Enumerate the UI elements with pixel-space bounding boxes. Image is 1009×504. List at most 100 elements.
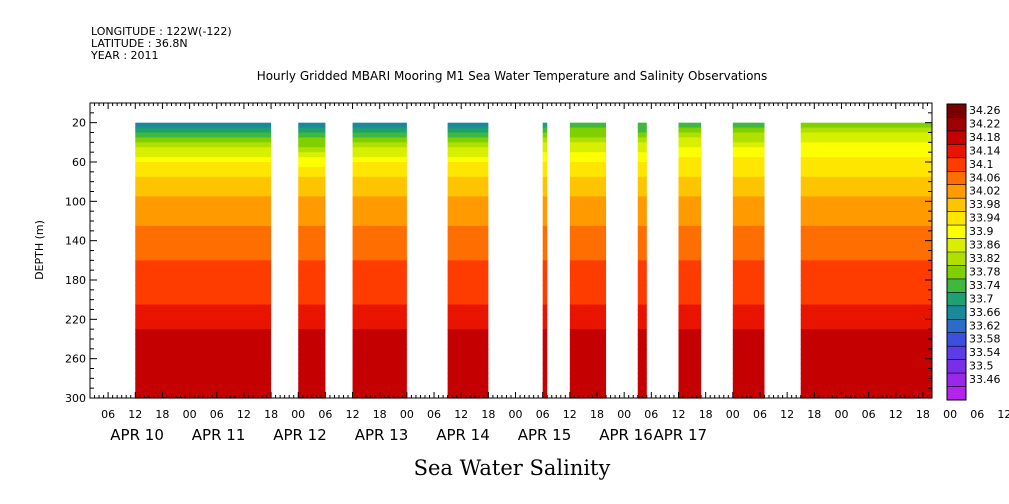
salinity-band (298, 309, 326, 316)
salinity-band (569, 240, 607, 247)
salinity-band (135, 314, 272, 320)
salinity-band (637, 245, 647, 252)
salinity-band (678, 127, 702, 134)
salinity-band (678, 142, 702, 148)
salinity-band (298, 230, 326, 237)
salinity-band (569, 348, 607, 355)
salinity-band (135, 245, 272, 252)
salinity-band (352, 186, 407, 193)
salinity-band (678, 378, 702, 384)
salinity-band (352, 206, 407, 212)
salinity-band (732, 275, 765, 281)
salinity-band (732, 142, 765, 148)
salinity-band (352, 211, 407, 217)
salinity-band (542, 260, 548, 266)
salinity-band (800, 348, 932, 355)
salinity-band (447, 353, 489, 360)
salinity-band (542, 147, 548, 153)
salinity-band (678, 388, 702, 394)
salinity-band (352, 275, 407, 281)
salinity-band (732, 363, 765, 370)
salinity-band (800, 329, 932, 335)
salinity-band (732, 339, 765, 345)
salinity-band (569, 339, 607, 345)
salinity-band (352, 250, 407, 257)
salinity-band (800, 280, 932, 286)
salinity-band (800, 324, 932, 330)
salinity-band (637, 211, 647, 217)
colorbar-label: 33.46 (969, 373, 1001, 386)
salinity-band (447, 122, 489, 129)
y-tick-label: 60 (72, 156, 86, 169)
salinity-band (678, 225, 702, 232)
salinity-band (800, 388, 932, 394)
salinity-band (135, 216, 272, 222)
colorbar-label: 33.58 (969, 333, 1001, 346)
salinity-band (678, 314, 702, 320)
salinity-band (800, 378, 932, 384)
salinity-band (352, 314, 407, 320)
salinity-band (800, 265, 932, 271)
x-date-label: APR 14 (436, 426, 490, 444)
x-tick-label: 00 (400, 408, 414, 421)
salinity-band (678, 304, 702, 311)
salinity-band (800, 137, 932, 143)
salinity-band (447, 270, 489, 276)
salinity-band (569, 196, 607, 202)
x-tick-label: 12 (672, 408, 686, 421)
salinity-band (732, 388, 765, 394)
salinity-band (447, 157, 489, 163)
salinity-band (298, 368, 326, 375)
salinity-band (569, 221, 607, 227)
salinity-band (135, 250, 272, 257)
salinity-band (447, 343, 489, 350)
salinity-band (298, 122, 326, 129)
salinity-band (542, 270, 548, 276)
salinity-band (352, 216, 407, 222)
salinity-band (569, 176, 607, 183)
salinity-band (298, 186, 326, 193)
x-tick-label: 06 (644, 408, 658, 421)
salinity-band (732, 201, 765, 207)
salinity-band (637, 275, 647, 281)
colorbar-swatch (947, 104, 966, 118)
salinity-band (678, 245, 702, 252)
salinity-band (800, 171, 932, 178)
salinity-band (732, 230, 765, 237)
salinity-band (135, 284, 272, 291)
salinity-band (569, 171, 607, 178)
salinity-band (637, 383, 647, 389)
salinity-band (637, 358, 647, 365)
y-tick-label: 220 (65, 313, 86, 326)
colorbar-swatch (947, 346, 966, 361)
salinity-band (678, 166, 702, 173)
salinity-band (135, 280, 272, 286)
salinity-band (678, 348, 702, 355)
colorbar-label: 33.98 (969, 198, 1001, 211)
salinity-band (352, 157, 407, 163)
salinity-band (352, 319, 407, 325)
salinity-band (542, 294, 548, 301)
salinity-band (447, 225, 489, 232)
salinity-band (569, 230, 607, 237)
salinity-band (732, 176, 765, 183)
salinity-band (637, 339, 647, 345)
colorbar-swatch (947, 359, 966, 374)
salinity-band (135, 265, 272, 271)
salinity-band (447, 152, 489, 158)
salinity-band (637, 343, 647, 350)
salinity-band (569, 329, 607, 335)
salinity-band (135, 137, 272, 143)
salinity-band (447, 245, 489, 252)
salinity-band (800, 250, 932, 257)
salinity-band (135, 368, 272, 375)
salinity-band (352, 304, 407, 311)
salinity-band (352, 255, 407, 261)
salinity-band (569, 142, 607, 148)
salinity-band (732, 334, 765, 340)
salinity-band (447, 147, 489, 153)
salinity-band (678, 201, 702, 207)
salinity-band (678, 206, 702, 212)
salinity-band (732, 309, 765, 316)
